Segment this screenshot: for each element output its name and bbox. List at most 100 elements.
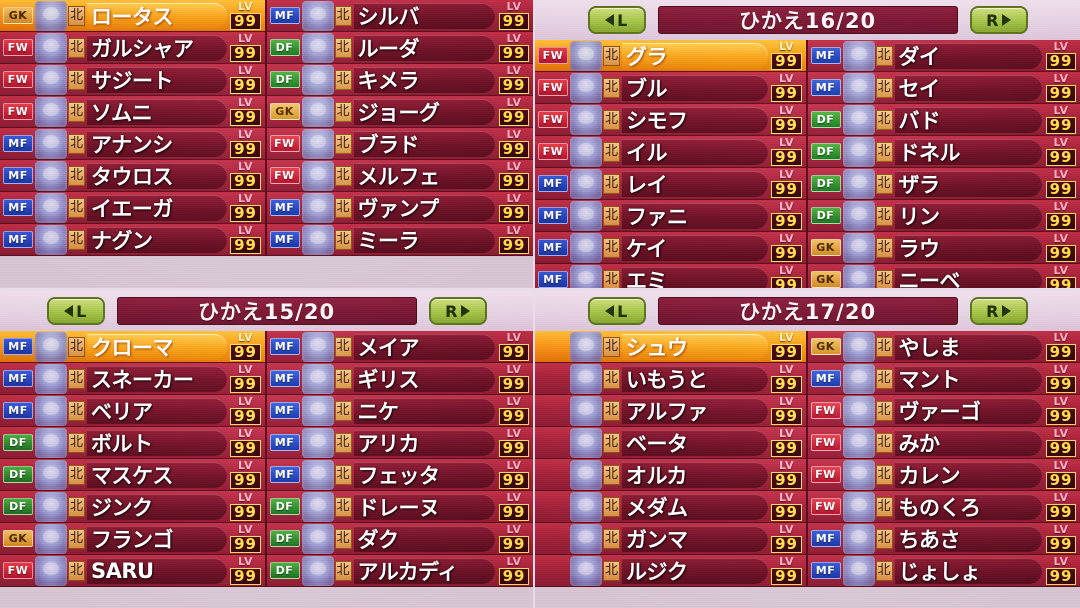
- roster-row[interactable]: DF 北ドレーヌ LV 99: [266, 491, 533, 523]
- roster-row[interactable]: GK 北フランゴ LV 99: [0, 523, 265, 555]
- roster-row[interactable]: MF 北エミ LV 99: [535, 264, 806, 288]
- roster-row[interactable]: MF 北ギリス LV 99: [266, 363, 533, 395]
- team-kanji-badge: 北: [603, 237, 620, 258]
- roster-row[interactable]: GK 北ラウ LV 99: [807, 232, 1080, 264]
- roster-row[interactable]: MF 北ちあさ LV 99: [807, 523, 1080, 555]
- team-kanji-badge: 北: [875, 45, 893, 66]
- roster-row[interactable]: DF 北マスケス LV 99: [0, 459, 265, 491]
- position-badge: MF: [810, 530, 841, 547]
- roster-row[interactable]: MF 北タウロス LV 99: [0, 160, 265, 192]
- roster-row[interactable]: DF 北ダク LV 99: [266, 523, 533, 555]
- roster-row[interactable]: MF 北レイ LV 99: [535, 168, 806, 200]
- roster-row[interactable]: FW 北グラ LV 99: [535, 40, 806, 72]
- name-bar: やしま: [894, 333, 1042, 360]
- level-label: LV: [506, 427, 522, 440]
- roster-row[interactable]: MF 北ニケ LV 99: [266, 395, 533, 427]
- roster-row[interactable]: GK 北やしま LV 99: [807, 331, 1080, 363]
- level-display: LV 99: [1044, 105, 1078, 134]
- roster-row[interactable]: 北シュウ LV 99: [535, 331, 806, 363]
- roster-row[interactable]: MF 北ヴァンプ LV 99: [266, 192, 533, 224]
- roster-row[interactable]: 北ルジク LV 99: [535, 555, 806, 587]
- team-kanji-badge: 北: [334, 133, 352, 154]
- name-bar: ものくろ: [894, 493, 1042, 520]
- level-display: LV 99: [770, 169, 804, 198]
- roster-row[interactable]: FW 北ものくろ LV 99: [807, 491, 1080, 523]
- next-page-button[interactable]: R: [428, 297, 487, 325]
- roster-row[interactable]: FW 北ガルシャア LV 99: [0, 32, 265, 64]
- roster-row[interactable]: GK 北ロータス LV 99: [0, 0, 265, 32]
- level-value: 99: [230, 141, 261, 158]
- roster-row[interactable]: MF 北スネーカー LV 99: [0, 363, 265, 395]
- prev-page-button[interactable]: L: [587, 6, 646, 34]
- roster-row[interactable]: MF 北クローマ LV 99: [0, 331, 265, 363]
- roster-row[interactable]: MF 北フェッタ LV 99: [266, 459, 533, 491]
- roster-row[interactable]: 北アルファ LV 99: [535, 395, 806, 427]
- roster-row[interactable]: MF 北ベリア LV 99: [0, 395, 265, 427]
- roster-row[interactable]: FW 北みか LV 99: [807, 427, 1080, 459]
- level-label: LV: [506, 64, 522, 77]
- roster-row[interactable]: MF 北アリカ LV 99: [266, 427, 533, 459]
- roster-row[interactable]: MF 北ダイ LV 99: [807, 40, 1080, 72]
- roster-row[interactable]: MF 北マント LV 99: [807, 363, 1080, 395]
- roster-row[interactable]: MF 北ミーラ LV 99: [266, 224, 533, 256]
- roster-row[interactable]: DF 北ジンク LV 99: [0, 491, 265, 523]
- roster-row[interactable]: MF 北アナンシ LV 99: [0, 128, 265, 160]
- roster-row[interactable]: FW 北メルフェ LV 99: [266, 160, 533, 192]
- level-value: 99: [1045, 277, 1077, 288]
- roster-row[interactable]: DF 北アルカディ LV 99: [266, 555, 533, 587]
- roster-row[interactable]: DF 北キメラ LV 99: [266, 64, 533, 96]
- level-display: LV 99: [229, 364, 263, 393]
- roster-row[interactable]: DF 北ザラ LV 99: [807, 168, 1080, 200]
- roster-row[interactable]: FW 北ソムニ LV 99: [0, 96, 265, 128]
- roster-row[interactable]: FW 北サジート LV 99: [0, 64, 265, 96]
- roster-row[interactable]: 北メダム LV 99: [535, 491, 806, 523]
- roster-row[interactable]: DF 北バド LV 99: [807, 104, 1080, 136]
- level-label: LV: [506, 0, 522, 13]
- roster-row[interactable]: DF 北リン LV 99: [807, 200, 1080, 232]
- avatar: [301, 523, 334, 554]
- level-label: LV: [237, 192, 253, 205]
- roster-row[interactable]: MF 北イエーガ LV 99: [0, 192, 265, 224]
- roster-row[interactable]: MF 北ファニ LV 99: [535, 200, 806, 232]
- roster-row[interactable]: 北いもうと LV 99: [535, 363, 806, 395]
- roster-row[interactable]: FW 北ブル LV 99: [535, 72, 806, 104]
- roster-row[interactable]: FW 北シモフ LV 99: [535, 104, 806, 136]
- team-kanji-badge: 北: [875, 77, 893, 98]
- roster-row[interactable]: FW 北ブラド LV 99: [266, 128, 533, 160]
- prev-page-button[interactable]: L: [587, 297, 646, 325]
- level-display: LV 99: [770, 524, 804, 553]
- team-kanji-badge: 北: [68, 528, 85, 549]
- avatar: [842, 395, 875, 426]
- level-value: 99: [1045, 504, 1077, 521]
- prev-page-button[interactable]: L: [46, 297, 105, 325]
- level-label: LV: [778, 40, 794, 53]
- level-display: LV 99: [229, 332, 263, 361]
- roster-row[interactable]: MF 北シルバ LV 99: [266, 0, 533, 32]
- name-bar: ファニ: [622, 202, 768, 229]
- roster-row[interactable]: 北ガンマ LV 99: [535, 523, 806, 555]
- roster-row[interactable]: FW 北ヴァーゴ LV 99: [807, 395, 1080, 427]
- roster-row[interactable]: MF 北セイ LV 99: [807, 72, 1080, 104]
- roster-row[interactable]: DF 北ボルト LV 99: [0, 427, 265, 459]
- roster-row[interactable]: MF 北ナグン LV 99: [0, 224, 265, 256]
- roster-row[interactable]: MF 北メイア LV 99: [266, 331, 533, 363]
- roster-row[interactable]: FW 北 SARU LV 99: [0, 555, 265, 587]
- roster-row[interactable]: 北ベータ LV 99: [535, 427, 806, 459]
- level-value: 99: [498, 109, 530, 126]
- roster-row[interactable]: MF 北じょしょ LV 99: [807, 555, 1080, 587]
- level-value: 99: [498, 568, 530, 585]
- roster-row[interactable]: GK 北ジョーグ LV 99: [266, 96, 533, 128]
- roster-row[interactable]: DF 北ルーダ LV 99: [266, 32, 533, 64]
- team-kanji-badge: 北: [603, 269, 620, 288]
- next-page-button[interactable]: R: [969, 6, 1028, 34]
- roster-row[interactable]: FW 北イル LV 99: [535, 136, 806, 168]
- roster-row[interactable]: GK 北ニーベ LV 99: [807, 264, 1080, 288]
- roster-row[interactable]: FW 北カレン LV 99: [807, 459, 1080, 491]
- roster-row[interactable]: DF 北ドネル LV 99: [807, 136, 1080, 168]
- roster-row[interactable]: MF 北ケイ LV 99: [535, 232, 806, 264]
- avatar: [842, 523, 875, 554]
- next-page-button[interactable]: R: [969, 297, 1028, 325]
- name-bar: アリカ: [353, 429, 495, 456]
- roster-row[interactable]: 北オルカ LV 99: [535, 459, 806, 491]
- level-value: 99: [771, 245, 802, 262]
